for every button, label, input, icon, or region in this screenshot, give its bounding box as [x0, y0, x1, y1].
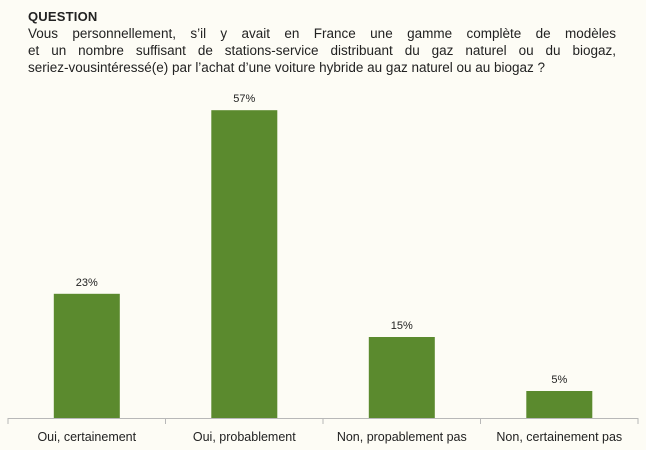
x-axis — [7, 418, 639, 424]
category-label-3: Non, certainement pas — [496, 430, 622, 444]
bar-0 — [53, 293, 120, 418]
value-label-3: 5% — [551, 374, 567, 386]
category-labels-group: Oui, certainement Oui, probablement Non, p… — [37, 430, 622, 444]
category-label-1: Oui, probablement — [193, 430, 296, 444]
question-line-1: Vous personnellement, s’il y avait en Fr… — [28, 26, 616, 41]
question-line-3: seriez-vousintéressé(e) par l’achat d’un… — [28, 60, 546, 75]
question-line-2: et un nombre suffisant de stations-servi… — [28, 43, 616, 58]
bar-3 — [526, 391, 593, 418]
question-text: Vous personnellement, s’il y avait en Fr… — [28, 25, 616, 76]
question-label: QUESTION — [28, 9, 98, 24]
category-label-0: Oui, certainement — [37, 430, 136, 444]
bar-1 — [211, 110, 278, 418]
bars-group — [53, 110, 593, 418]
category-label-2: Non, propablement pas — [337, 430, 467, 444]
value-label-2: 15% — [391, 320, 413, 332]
value-labels-group: 23% 57% 15% 5% — [76, 93, 568, 386]
bar-2 — [368, 337, 435, 418]
value-label-1: 57% — [233, 93, 255, 105]
value-label-0: 23% — [76, 277, 98, 289]
question-block: QUESTION Vous personnellement, s’il y av… — [28, 9, 616, 76]
